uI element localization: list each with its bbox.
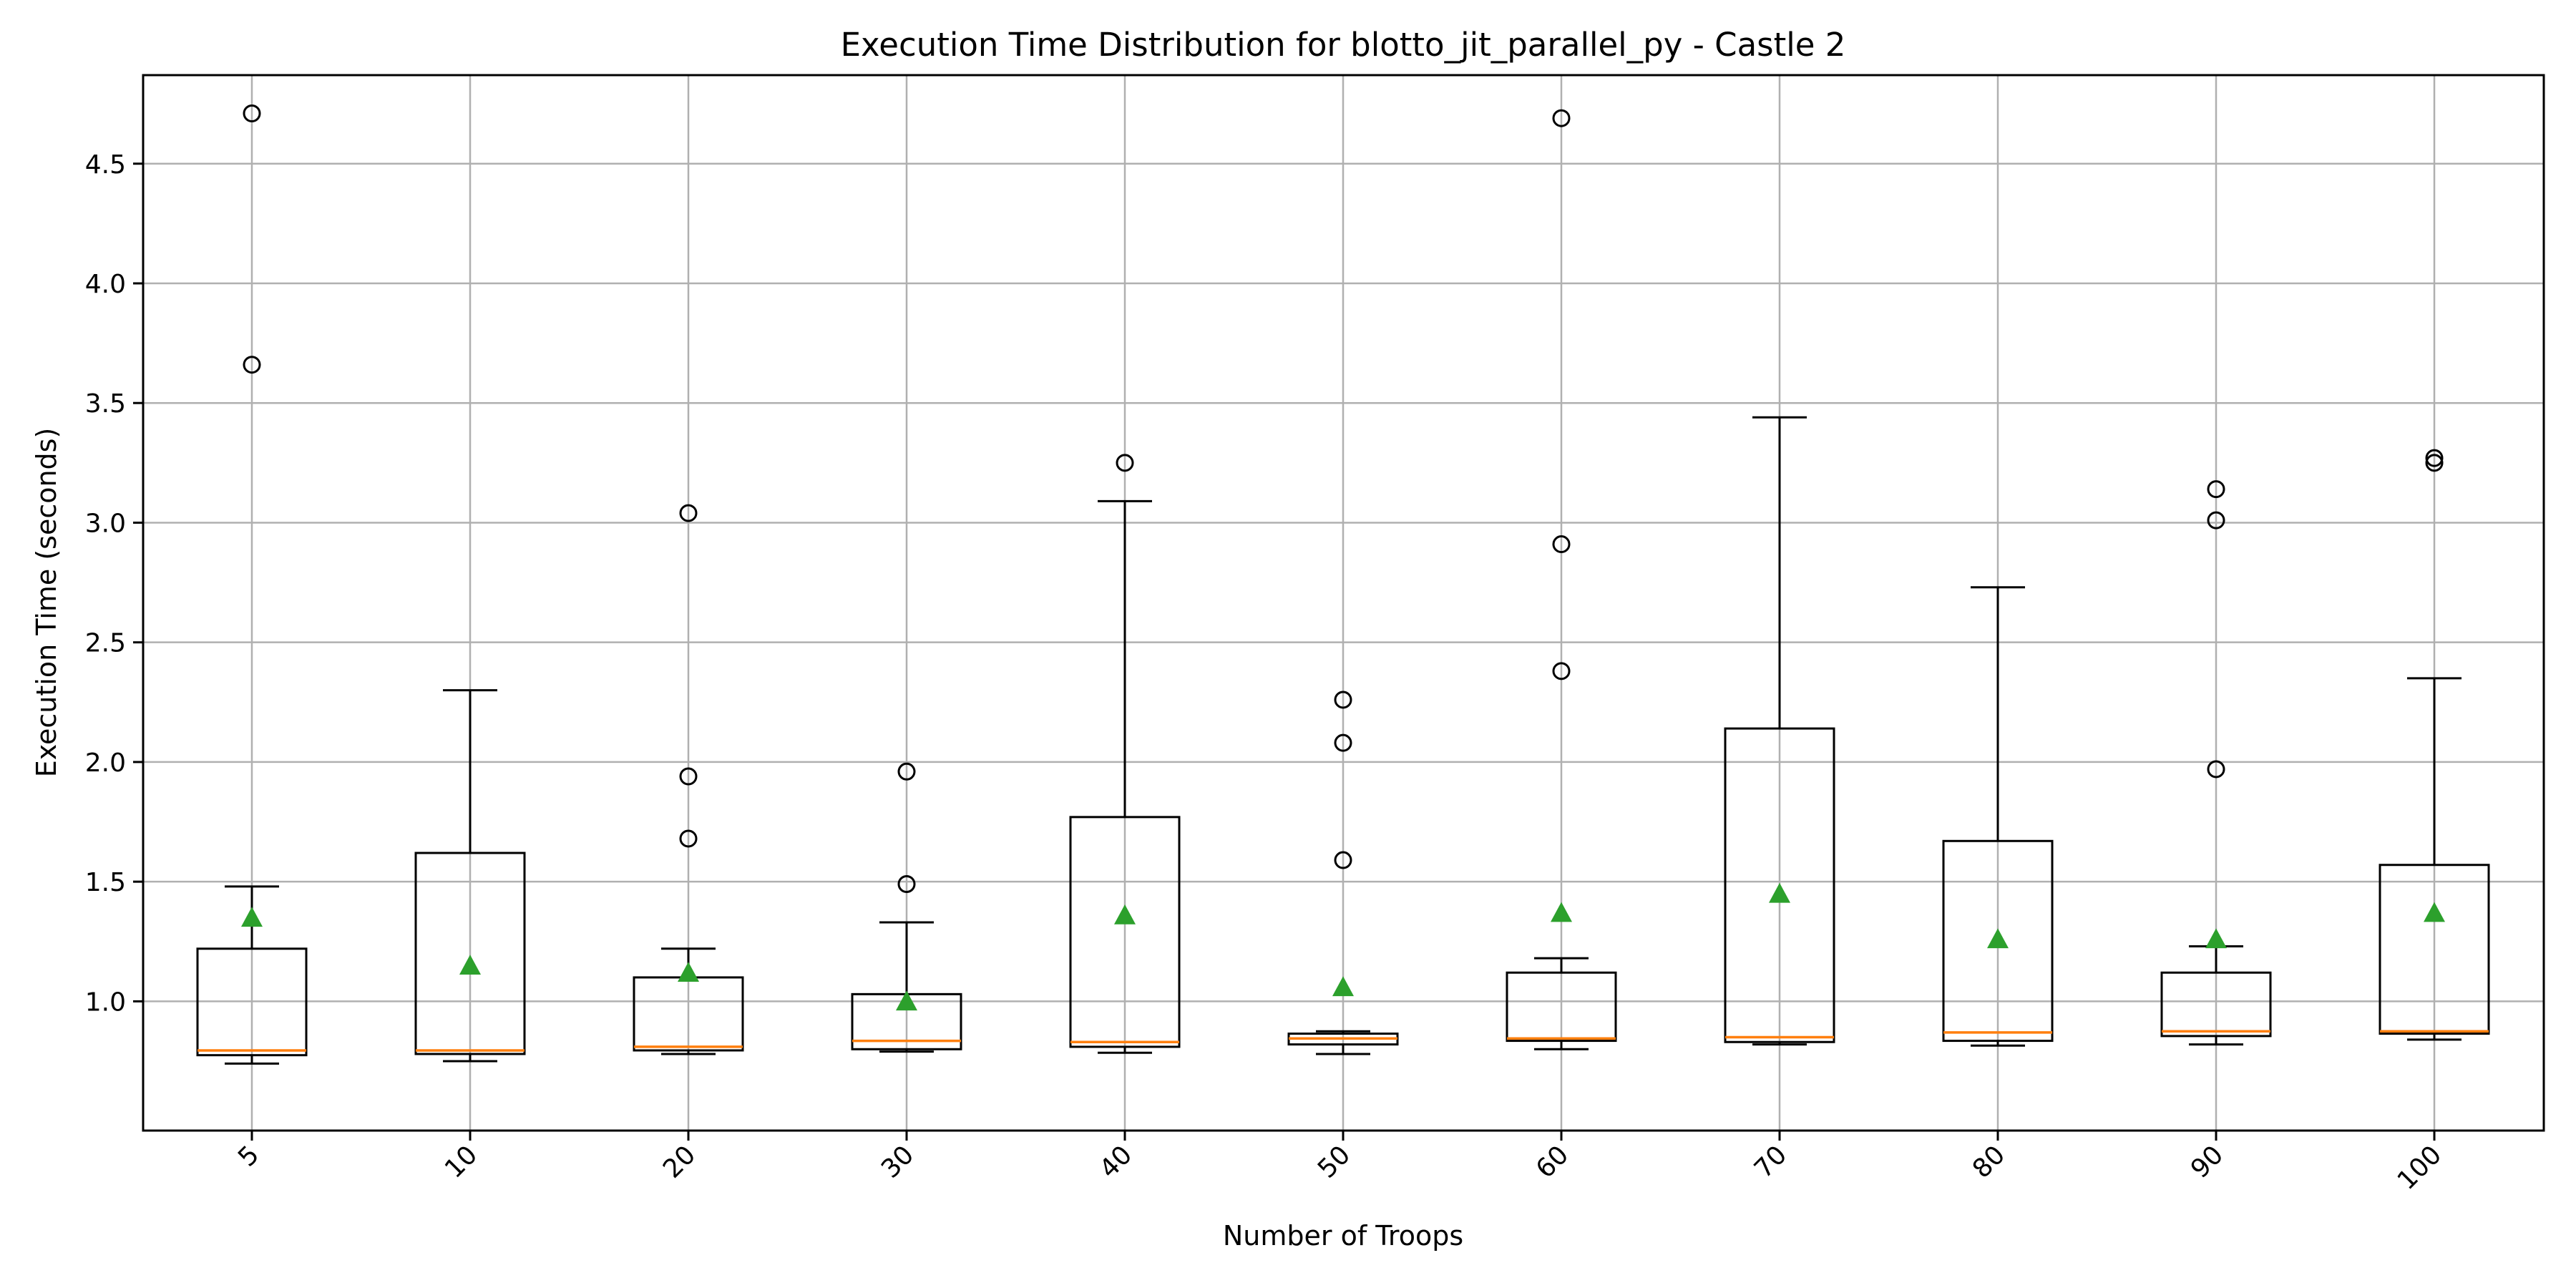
outlier-point <box>679 504 698 522</box>
x-tick-label: 20 <box>658 1140 701 1184</box>
y-axis: 1.0 1.5 2.0 2.5 3.0 3.5 4.0 4.5 <box>85 150 143 1017</box>
outlier-point <box>1552 109 1571 127</box>
outlier-point <box>2425 449 2444 467</box>
y-tick-label: 3.0 <box>85 509 126 538</box>
x-tick-label: 80 <box>1967 1140 2011 1184</box>
chart-title: Execution Time Distribution for blotto_j… <box>841 26 1846 64</box>
box-iqr <box>1724 727 1835 1043</box>
outlier-point <box>1334 733 1352 752</box>
outlier-point <box>1334 851 1352 869</box>
box-group-70 <box>1724 416 1835 1046</box>
box-iqr <box>1942 839 2054 1043</box>
y-tick-label: 2.0 <box>85 748 126 778</box>
box-group-40 <box>1069 454 1181 1054</box>
box-iqr <box>2379 864 2490 1035</box>
x-tick-label: 90 <box>2185 1140 2229 1184</box>
box-group-5 <box>196 104 308 1065</box>
marks-layer <box>196 104 2490 1065</box>
box-iqr <box>196 947 308 1057</box>
mean-marker <box>2424 902 2445 922</box>
x-tick-label: 70 <box>1749 1140 1792 1184</box>
mean-marker <box>1769 882 1790 903</box>
mean-marker <box>1114 904 1136 924</box>
outlier-point <box>679 767 698 786</box>
mean-marker <box>459 955 481 975</box>
mean-marker <box>1551 902 1572 922</box>
mean-marker <box>896 990 917 1011</box>
y-tick-label: 2.5 <box>85 629 126 658</box>
y-tick-label: 4.5 <box>85 150 126 180</box>
mean-marker <box>1332 976 1354 997</box>
mean-marker <box>2205 928 2227 949</box>
mean-marker <box>1987 928 2009 949</box>
outlier-point <box>1116 454 1134 472</box>
box-group-100 <box>2379 449 2490 1041</box>
box-iqr <box>2160 971 2272 1038</box>
y-axis-label: Execution Time (seconds) <box>31 428 62 778</box>
y-tick-label: 4.0 <box>85 270 126 299</box>
box-group-30 <box>851 762 962 1053</box>
outlier-point <box>1334 691 1352 709</box>
x-tick-label: 100 <box>2392 1140 2448 1196</box>
box-iqr <box>1506 971 1617 1043</box>
x-tick-label: 60 <box>1531 1140 1574 1184</box>
x-tick-label: 10 <box>439 1140 483 1184</box>
x-tick-label: 50 <box>1312 1140 1356 1184</box>
outlier-point <box>897 762 916 781</box>
box-group-60 <box>1506 109 1617 1050</box>
box-group-20 <box>633 504 744 1055</box>
box-iqr <box>414 852 526 1055</box>
outlier-point <box>2425 454 2444 472</box>
x-tick-label: 30 <box>876 1140 919 1184</box>
outlier-point <box>1552 535 1571 554</box>
mean-marker <box>241 907 263 927</box>
x-tick-label: 5 <box>233 1140 265 1172</box>
box-iqr <box>1069 816 1181 1048</box>
outlier-point <box>2207 480 2225 499</box>
y-tick-label: 1.5 <box>85 868 126 897</box>
mean-marker <box>678 962 699 982</box>
outlier-point <box>679 829 698 848</box>
outlier-point <box>243 104 261 123</box>
y-tick-label: 1.0 <box>85 987 126 1017</box>
outlier-point <box>243 356 261 374</box>
x-axis: 5 10 20 30 40 50 60 70 80 90 100 <box>233 1131 2447 1196</box>
x-axis-label: Number of Troops <box>1223 1220 1463 1252</box>
y-tick-label: 3.5 <box>85 389 126 419</box>
outlier-point <box>1552 662 1571 680</box>
grid-layer <box>143 75 2544 1131</box>
x-tick-label: 40 <box>1094 1140 1138 1184</box>
box-group-80 <box>1942 586 2054 1047</box>
outlier-point <box>2207 511 2225 530</box>
outlier-point <box>2207 760 2225 779</box>
box-group-90 <box>2160 480 2272 1046</box>
box-group-10 <box>414 689 526 1063</box>
box-group-50 <box>1287 691 1399 1055</box>
outlier-point <box>897 874 916 893</box>
